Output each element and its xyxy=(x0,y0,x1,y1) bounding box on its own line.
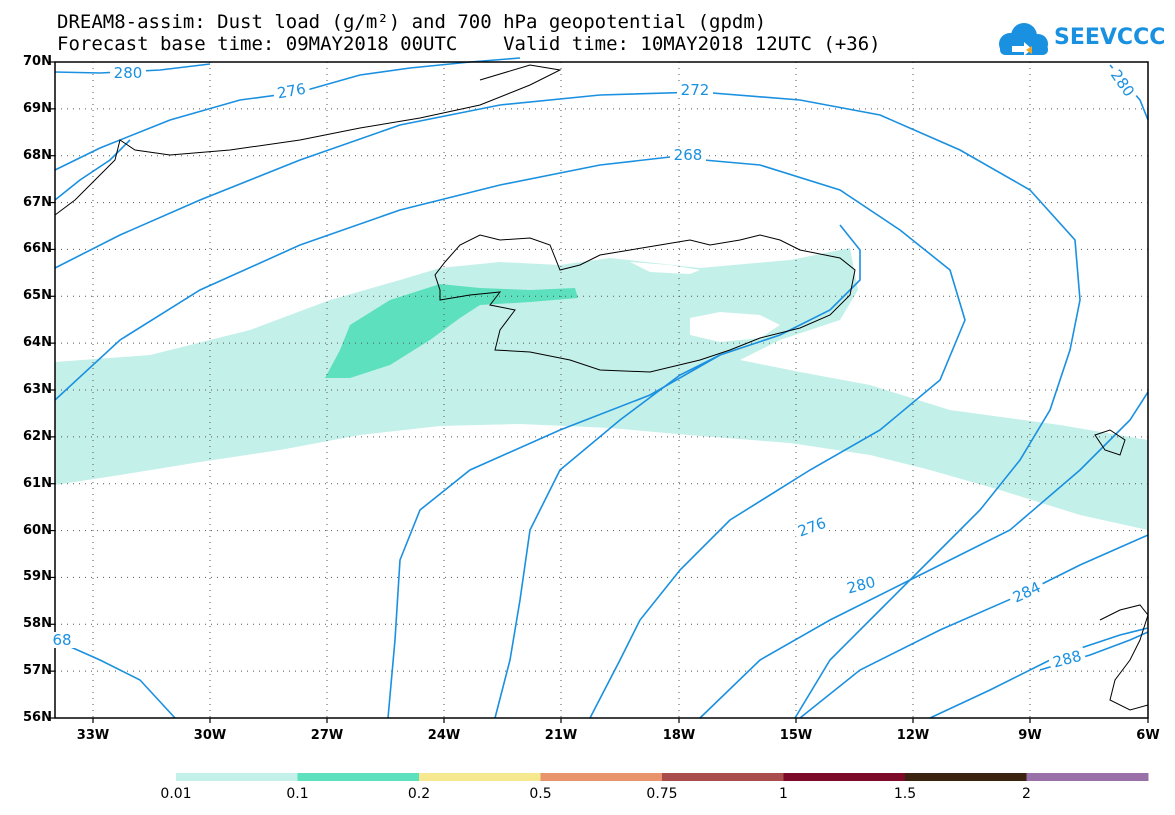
colorbar-segment xyxy=(1026,773,1149,781)
lon-label: 12W xyxy=(896,728,930,743)
lat-label: 57N xyxy=(23,663,52,679)
contour-label: 68 xyxy=(52,631,71,649)
contour-280-se xyxy=(699,391,1149,719)
lat-label: 70N xyxy=(23,54,52,69)
contour-label-bg xyxy=(44,632,80,648)
colorbar-segment xyxy=(540,773,663,781)
lat-label: 66N xyxy=(23,241,52,257)
lat-label: 67N xyxy=(23,194,52,210)
contour-label-bg xyxy=(272,80,311,103)
contour-label: 276 xyxy=(795,514,828,541)
lat-label: 60N xyxy=(23,522,52,538)
contour-68-sw xyxy=(54,639,176,719)
colorbar-label: 0.01 xyxy=(160,786,192,802)
contour-276-se xyxy=(799,534,1149,719)
lon-label: 27W xyxy=(310,728,344,743)
colorbar-segment xyxy=(905,773,1027,781)
contour-label: 280 xyxy=(114,64,143,82)
contour-label: 272 xyxy=(681,81,710,99)
contour-label: 280 xyxy=(845,573,877,598)
contour-label-bg xyxy=(677,82,713,98)
colorbar-label: 1.5 xyxy=(893,786,917,802)
lat-label: 68N xyxy=(23,147,52,163)
colorbar xyxy=(176,773,1149,781)
contour-inner xyxy=(494,224,861,719)
contour-label-bg xyxy=(110,65,146,81)
lon-label: 30W xyxy=(193,728,227,743)
contour-label-bg xyxy=(792,513,832,541)
lon-label: 15W xyxy=(779,728,813,743)
lon-label: 6W xyxy=(1136,728,1160,743)
lon-label: 18W xyxy=(662,728,696,743)
lat-label: 59N xyxy=(23,569,52,585)
coastline-greenland xyxy=(54,64,562,216)
colorbar-label: 1 xyxy=(779,786,788,802)
contour-label: 276 xyxy=(276,80,307,103)
contour-label: 288 xyxy=(1051,647,1083,672)
map-subtitle: Forecast base time: 09MAY2018 00UTC Vali… xyxy=(57,33,881,55)
lat-label: 58N xyxy=(23,616,52,632)
coastline-iceland xyxy=(434,234,856,373)
colorbar-segment xyxy=(419,773,541,781)
lat-label: 62N xyxy=(23,428,52,444)
contour-label-bg xyxy=(1105,63,1140,103)
colorbar-label: 0.1 xyxy=(286,786,309,802)
contour-272 xyxy=(54,91,1081,719)
colorbar-label: 0.5 xyxy=(529,786,552,802)
colorbar-segment xyxy=(662,773,784,781)
colorbar-segment xyxy=(297,773,420,781)
lat-label: 56N xyxy=(23,710,52,725)
lat-label: 69N xyxy=(23,100,52,116)
lat-label: 64N xyxy=(23,335,52,351)
cloud-icon xyxy=(999,23,1048,56)
colorbar-label: 0.2 xyxy=(407,786,431,802)
lon-label: 21W xyxy=(544,728,578,743)
contour-label-bg xyxy=(841,572,881,598)
contour-grl xyxy=(54,139,131,201)
lat-label: 61N xyxy=(23,475,52,491)
colorbar-segment xyxy=(176,773,298,781)
logo-text: SEEVCCC xyxy=(1054,25,1166,50)
contour-268 xyxy=(54,156,966,719)
contour-label-bg xyxy=(1047,646,1087,672)
contour-284 xyxy=(929,627,1149,719)
coastline-scotland xyxy=(1099,604,1149,711)
dust-area-medium xyxy=(325,284,578,378)
contour-label: 268 xyxy=(674,146,703,164)
colorbar-segment xyxy=(783,773,906,781)
lat-label: 63N xyxy=(23,382,52,397)
lon-label: 33W xyxy=(76,728,110,743)
lat-label: 65N xyxy=(23,288,52,304)
lon-label: 9W xyxy=(1018,728,1042,743)
dust-area-low xyxy=(55,248,1148,530)
map-title: DREAM8-assim: Dust load (g/m²) and 700 h… xyxy=(57,11,767,33)
contour-label-bg xyxy=(670,147,706,163)
contour-label-bg xyxy=(1007,577,1047,608)
contour-inner2 xyxy=(387,354,721,719)
lon-label: 24W xyxy=(427,728,461,743)
colorbar-label: 2 xyxy=(1022,786,1031,802)
coastline-faroe xyxy=(1094,429,1126,456)
colorbar-label: 0.75 xyxy=(646,786,678,802)
